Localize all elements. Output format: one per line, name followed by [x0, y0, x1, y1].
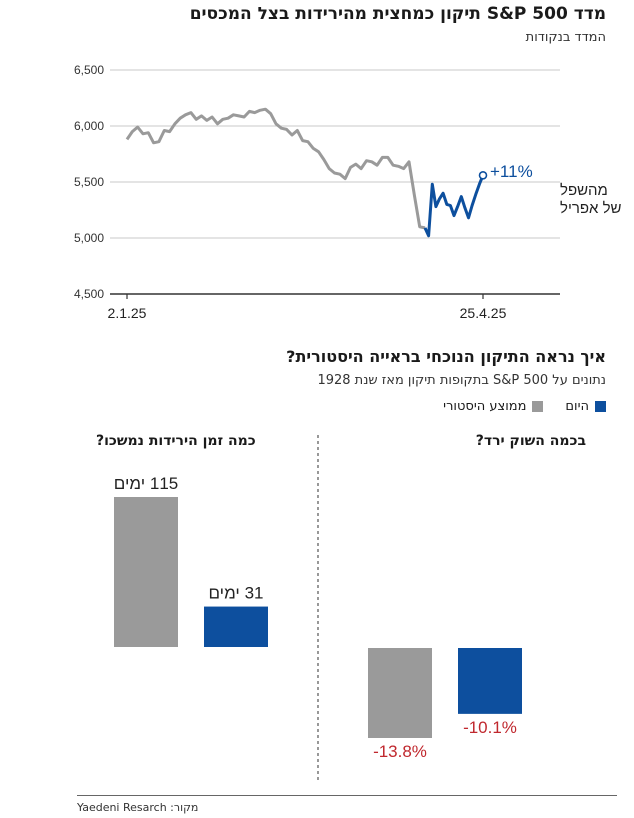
bar-charts: 115 ימים 31 ימים -13.8% -10.1%: [114, 435, 522, 780]
line-chart: 4,500 5,000 5,500 6,000 6,500 2.1.25 25.4.25 +1…: [74, 63, 622, 321]
legend-label-today: היום: [565, 399, 589, 414]
legend-label-historical: ממוצע היסטורי: [443, 399, 527, 414]
bar-label: 115 ימים: [114, 474, 178, 493]
duration-panel-title: כמה זמן הירידות נמשכו?: [96, 433, 256, 449]
legend-swatch-today: [595, 401, 606, 412]
bar-decline-today: [458, 648, 522, 714]
legend: היום ממוצע היסטורי: [443, 399, 606, 414]
bar-duration-today: [204, 606, 268, 647]
chart-subtitle: המדד בנקודות: [525, 30, 606, 45]
bar-label: -13.8%: [373, 742, 427, 761]
x-tick-label: 25.4.25: [460, 305, 507, 321]
legend-swatch-historical: [532, 401, 544, 412]
series-end-marker: [478, 170, 488, 180]
y-tick-label: 5,500: [74, 175, 104, 189]
annotation-text: מהשפל: [560, 182, 608, 199]
annotation-value: +11%: [490, 162, 533, 181]
y-tick-label: 6,000: [74, 119, 104, 133]
y-tick-label: 4,500: [74, 287, 104, 301]
annotation-text: של אפריל: [560, 200, 622, 217]
legend-item-historical: ממוצע היסטורי: [443, 399, 544, 414]
series-line-historical: [125, 107, 426, 230]
bar-decline-historical: [368, 648, 432, 738]
section-subtitle: נתונים על S&P 500 בתקופות תיקון מאז שנת …: [317, 373, 606, 388]
decline-panel-title: בכמה השוק ירד?: [475, 433, 586, 449]
legend-item-today: היום: [565, 399, 606, 414]
y-tick-label: 6,500: [74, 63, 104, 77]
bar-duration-historical: [114, 497, 178, 647]
chart-title: מדד S&P 500 תיקון כמחצית מהירידות בצל המ…: [189, 4, 606, 24]
bar-label: 31 ימים: [208, 584, 263, 603]
bar-label: -10.1%: [463, 718, 517, 737]
series-line-recent: [423, 174, 485, 238]
y-tick-label: 5,000: [74, 231, 104, 245]
source-note: מקור: Yaedeni Resarch: [77, 801, 199, 814]
x-tick-label: 2.1.25: [108, 305, 147, 321]
section-title: איך נראה התיקון הנוכחי בראייה היסטורית?: [286, 347, 606, 366]
source-divider: [77, 795, 617, 796]
